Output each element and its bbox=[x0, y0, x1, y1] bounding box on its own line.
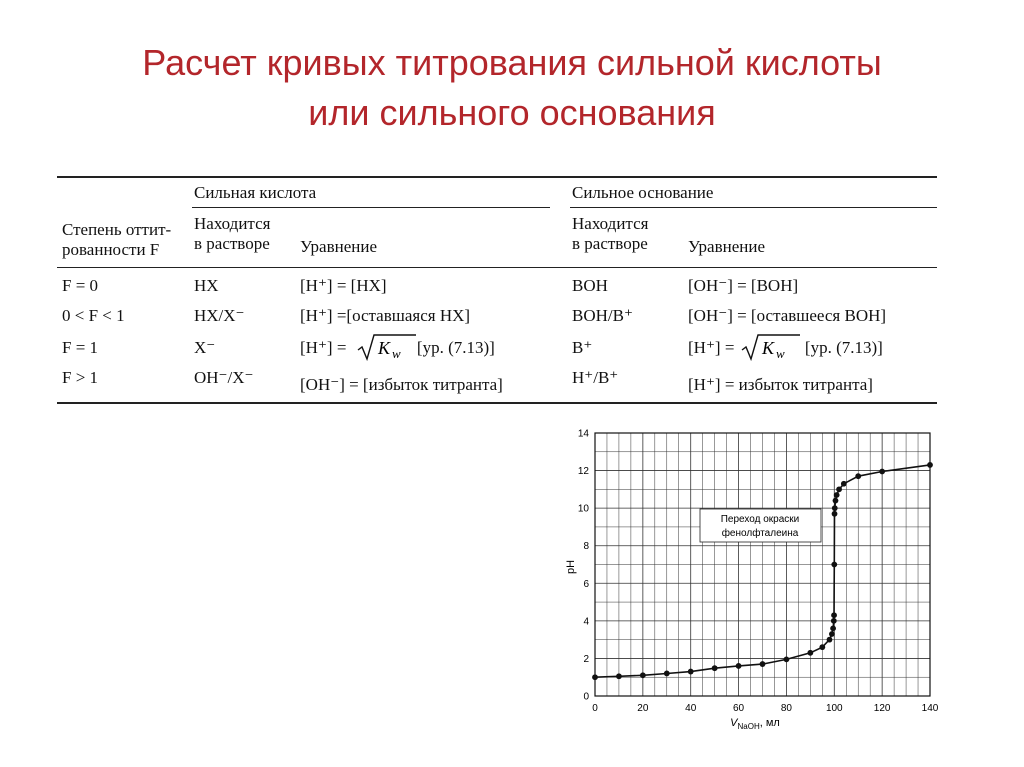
y-tick-label: 10 bbox=[578, 504, 590, 515]
x-tick-label: 140 bbox=[922, 703, 939, 714]
data-point bbox=[819, 644, 825, 650]
phenolphthalein-annotation: Переход окраски фенолфталеина bbox=[700, 509, 821, 542]
base-solution-header-line-2: в растворе bbox=[572, 234, 648, 254]
data-point bbox=[664, 671, 670, 677]
row3-base-solution: B⁺ bbox=[572, 338, 592, 358]
acid-solution-header-line-2: в растворе bbox=[194, 234, 270, 254]
y-tick-label: 14 bbox=[578, 429, 590, 440]
row2-acid-solution: HX/X⁻ bbox=[194, 306, 245, 326]
data-point bbox=[831, 612, 837, 618]
degree-header-line-2: рованности F bbox=[62, 240, 159, 260]
y-tick-label: 4 bbox=[583, 616, 589, 627]
row3-base-equation-suffix: [ур. (7.13)] bbox=[805, 338, 883, 357]
table-top-rule bbox=[57, 176, 937, 178]
row3-base-sqrt-icon: K w bbox=[740, 332, 802, 362]
x-axis-label-sub: NaOH bbox=[738, 722, 760, 731]
data-point bbox=[784, 656, 790, 662]
row4-degree: F > 1 bbox=[62, 368, 98, 388]
y-tick-label: 0 bbox=[583, 692, 589, 703]
x-tick-label: 120 bbox=[874, 703, 891, 714]
data-point bbox=[827, 637, 833, 643]
data-point bbox=[830, 625, 836, 631]
header-bottom-rule bbox=[57, 267, 937, 268]
data-point bbox=[807, 650, 813, 656]
data-point bbox=[834, 492, 840, 498]
row2-base-equation: [OH⁻] = [оставшееся BOH] bbox=[688, 306, 886, 326]
row2-degree: 0 < F < 1 bbox=[62, 306, 125, 326]
titration-curve-chart: 0 20 40 60 80 100 120 140 0 2 4 6 8 10 12 14 pH VNaOH, … bbox=[560, 420, 960, 760]
x-tick-label: 0 bbox=[592, 703, 598, 714]
row3-acid-sqrt-icon: K w bbox=[356, 332, 418, 362]
acid-group-header: Сильная кислота bbox=[194, 183, 316, 203]
x-tick-label: 20 bbox=[637, 703, 649, 714]
row2-acid-equation: [H⁺] =[оставшаяся HX] bbox=[300, 306, 470, 326]
data-point bbox=[855, 473, 861, 479]
x-tick-label: 80 bbox=[781, 703, 793, 714]
x-tick-label: 60 bbox=[733, 703, 745, 714]
row2-base-solution: BOH/B⁺ bbox=[572, 306, 633, 326]
y-tick-label: 12 bbox=[578, 466, 590, 477]
x-tick-label: 40 bbox=[685, 703, 697, 714]
row3-acid-equation-prefix: [H⁺] = bbox=[300, 338, 346, 357]
data-point bbox=[640, 672, 646, 678]
data-point bbox=[712, 665, 718, 671]
y-axis-label: pH bbox=[565, 560, 577, 574]
x-tick-label: 100 bbox=[826, 703, 843, 714]
row1-base-solution: BOH bbox=[572, 276, 608, 296]
row1-base-equation: [OH⁻] = [BOH] bbox=[688, 276, 798, 296]
table-bottom-rule bbox=[57, 402, 937, 404]
x-axis-label-unit: , мл bbox=[760, 717, 780, 729]
row4-acid-solution: OH⁻/X⁻ bbox=[194, 368, 254, 388]
data-point bbox=[688, 669, 694, 675]
row3-acid-solution: X⁻ bbox=[194, 338, 215, 358]
row4-base-solution: H⁺/B⁺ bbox=[572, 368, 618, 388]
data-point bbox=[836, 486, 842, 492]
data-point bbox=[831, 562, 837, 568]
base-solution-header-line-1: Находится bbox=[572, 214, 648, 234]
y-tick-label: 2 bbox=[583, 654, 589, 665]
base-group-header: Сильное основание bbox=[572, 183, 713, 203]
base-group-rule bbox=[570, 207, 937, 208]
data-point bbox=[879, 469, 885, 475]
data-point bbox=[616, 673, 622, 679]
row1-acid-solution: HX bbox=[194, 276, 219, 296]
degree-header-line-1: Степень оттит- bbox=[62, 220, 171, 240]
slide-title: Расчет кривых титрования сильной кислоты… bbox=[0, 38, 1024, 138]
row4-acid-equation: [OH⁻] = [избыток титранта] bbox=[300, 375, 503, 395]
row4-base-equation: [H⁺] = избыток титранта] bbox=[688, 375, 873, 395]
base-equation-header: Уравнение bbox=[688, 237, 765, 257]
data-point bbox=[833, 498, 839, 504]
row3-acid-equation-suffix: [ур. (7.13)] bbox=[417, 338, 495, 357]
data-point bbox=[760, 661, 766, 667]
row3-base-k-sub: w bbox=[776, 346, 785, 361]
data-point bbox=[832, 511, 838, 517]
acid-solution-header-line-1: Находится bbox=[194, 214, 270, 234]
row1-acid-equation: [H⁺] = [HX] bbox=[300, 276, 387, 296]
title-line-1: Расчет кривых титрования сильной кислоты bbox=[0, 38, 1024, 88]
data-point bbox=[592, 674, 598, 680]
row3-acid-k-sub: w bbox=[392, 346, 401, 361]
data-point bbox=[927, 462, 933, 468]
y-tick-label: 6 bbox=[583, 579, 589, 590]
row1-degree: F = 0 bbox=[62, 276, 98, 296]
data-point bbox=[832, 505, 838, 511]
y-tick-label: 8 bbox=[583, 541, 589, 552]
annotation-line-2: фенолфталеина bbox=[722, 527, 799, 539]
row3-acid-k: K bbox=[377, 338, 391, 358]
data-point bbox=[841, 481, 847, 487]
data-point bbox=[831, 618, 837, 624]
data-point bbox=[829, 631, 835, 637]
data-point bbox=[736, 663, 742, 669]
row3-degree: F = 1 bbox=[62, 338, 98, 358]
x-axis-label: VNaOH, мл bbox=[730, 717, 780, 731]
row3-base-equation-prefix: [H⁺] = bbox=[688, 338, 734, 357]
acid-equation-header: Уравнение bbox=[300, 237, 377, 257]
acid-group-rule bbox=[192, 207, 550, 208]
row3-base-k: K bbox=[761, 338, 775, 358]
title-line-2: или сильного основания bbox=[0, 88, 1024, 138]
annotation-line-1: Переход окраски bbox=[721, 514, 800, 525]
